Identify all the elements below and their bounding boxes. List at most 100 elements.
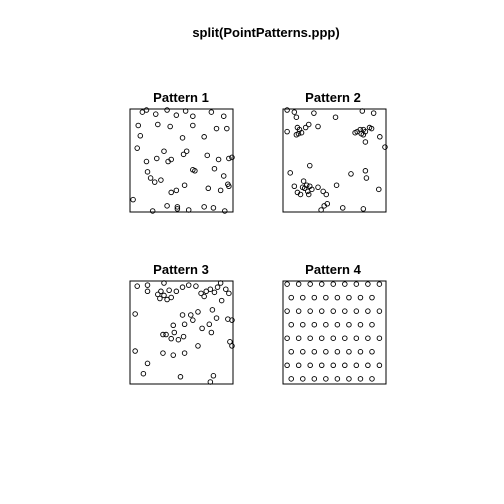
panel-title-pattern-2: Pattern 2: [305, 90, 361, 105]
data-point: [205, 185, 212, 192]
data-point: [135, 122, 141, 129]
data-point: [204, 152, 210, 159]
data-point: [295, 335, 302, 341]
data-point: [137, 133, 144, 139]
data-point: [300, 349, 306, 355]
data-point: [198, 290, 204, 297]
data-point: [144, 282, 151, 288]
data-point: [346, 349, 352, 355]
data-point: [294, 124, 301, 131]
data-point: [227, 339, 233, 345]
data-point: [357, 376, 364, 382]
data-point: [330, 281, 337, 287]
data-point: [362, 139, 369, 145]
data-point: [362, 168, 369, 174]
data-point: [307, 308, 313, 314]
data-point: [208, 109, 215, 115]
data-point: [161, 148, 167, 154]
data-point: [382, 144, 388, 150]
data-point: [334, 349, 341, 355]
data-point: [222, 208, 228, 214]
data-point: [154, 155, 160, 162]
data-point: [346, 376, 352, 382]
data-point: [226, 155, 232, 162]
data-point: [365, 281, 371, 287]
data-point: [318, 308, 325, 314]
data-point: [368, 125, 375, 132]
plot-frame-pattern-1: [129, 108, 234, 213]
data-point: [190, 317, 196, 323]
data-point: [168, 156, 174, 163]
data-point: [306, 191, 312, 198]
panel-title-pattern-4: Pattern 4: [305, 262, 361, 277]
data-point: [342, 335, 348, 341]
data-point: [342, 362, 348, 369]
panel-pattern-2: Pattern 2: [282, 90, 388, 213]
data-point: [333, 182, 340, 188]
data-point: [179, 312, 186, 318]
data-point: [160, 331, 166, 338]
data-point: [323, 321, 329, 328]
data-point: [357, 349, 364, 355]
data-point: [168, 335, 174, 342]
data-point: [174, 206, 181, 212]
data-point: [158, 177, 164, 183]
data-point: [346, 321, 352, 328]
data-point: [147, 175, 154, 181]
data-point: [192, 168, 198, 174]
data-point: [330, 308, 337, 314]
data-point: [225, 181, 231, 187]
data-point: [311, 110, 317, 116]
data-point: [320, 188, 326, 195]
data-point: [161, 292, 167, 299]
data-point: [155, 121, 161, 128]
data-point: [174, 204, 181, 210]
plot-frame-pattern-2: [282, 108, 387, 213]
data-point: [334, 294, 341, 301]
panel-pattern-4: Pattern 4: [282, 262, 387, 385]
data-point: [211, 165, 218, 172]
data-point: [195, 343, 201, 349]
data-point: [201, 293, 207, 300]
data-point: [348, 171, 354, 177]
data-point: [342, 308, 348, 314]
data-point: [163, 331, 169, 338]
data-point: [190, 113, 196, 119]
data-point: [376, 186, 382, 193]
data-point: [353, 362, 360, 369]
panel-pattern-1: Pattern 1: [129, 90, 235, 214]
data-point: [175, 336, 182, 343]
data-point: [353, 335, 360, 341]
data-point: [376, 308, 383, 314]
data-point: [208, 329, 215, 336]
data-point: [181, 321, 188, 328]
data-point: [182, 108, 189, 114]
data-point: [144, 169, 151, 175]
data-point: [377, 134, 383, 140]
data-point: [215, 156, 222, 163]
data-point: [170, 352, 177, 358]
data-point: [342, 281, 348, 287]
data-point: [295, 281, 302, 287]
data-point: [284, 281, 290, 287]
data-point: [207, 379, 214, 385]
data-point: [357, 294, 364, 301]
data-point: [311, 321, 318, 328]
data-point: [307, 362, 313, 369]
data-point: [295, 308, 302, 314]
data-point: [323, 349, 329, 355]
data-point: [288, 294, 294, 301]
panel-title-pattern-1: Pattern 1: [153, 90, 209, 105]
data-point: [284, 128, 290, 135]
data-point: [183, 148, 190, 154]
data-point: [161, 280, 167, 286]
data-point: [132, 348, 138, 354]
panel-pattern-3: Pattern 3: [129, 262, 235, 385]
data-point: [130, 196, 136, 203]
data-point: [164, 107, 170, 113]
data-point: [179, 135, 186, 141]
data-point: [302, 124, 309, 131]
data-point: [353, 308, 360, 314]
figure-title: split(PointPatterns.ppp): [192, 25, 339, 40]
data-point: [303, 182, 310, 188]
